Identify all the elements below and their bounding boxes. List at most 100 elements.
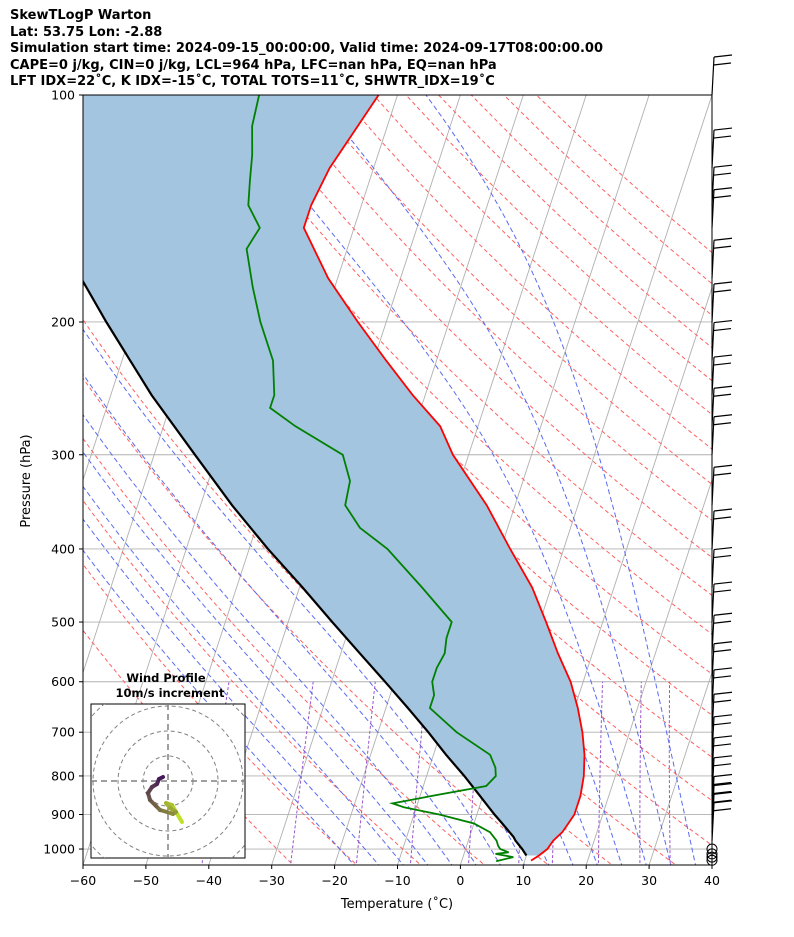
x-tick-label: −10 xyxy=(384,873,410,888)
wind-barb-flag xyxy=(713,581,733,585)
chart-title-block: SkewTLogP Warton Lat: 53.75 Lon: -2.88 S… xyxy=(10,8,603,91)
wind-barb-flag xyxy=(713,472,732,476)
moist-adiabat-line xyxy=(83,549,355,865)
wind-barb-flag xyxy=(713,735,733,739)
isotherm-gridline xyxy=(83,95,84,97)
wind-barb-flag xyxy=(713,414,733,418)
wind-barb-staff xyxy=(711,167,715,206)
wind-barb-flag xyxy=(713,354,733,358)
wind-barb-flag xyxy=(713,790,732,795)
wind-barb-flag xyxy=(713,362,732,366)
wind-barb-staff xyxy=(711,716,715,755)
wind-barb-flag xyxy=(713,393,732,397)
hodograph-trace xyxy=(146,775,184,824)
wind-barb-flag xyxy=(713,554,732,559)
wind-barb-flag xyxy=(713,195,732,199)
calm-wind-circle xyxy=(706,843,718,855)
y-tick-label: 100 xyxy=(51,88,75,103)
wind-barb-flag xyxy=(713,743,732,747)
moist-adiabat-line xyxy=(83,413,453,865)
x-axis-label: Temperature (˚C) xyxy=(340,896,453,912)
wind-barb-flag xyxy=(713,675,732,679)
wind-barb-flag xyxy=(713,54,733,58)
y-tick-label: 1000 xyxy=(43,842,75,857)
y-tick-label: 500 xyxy=(51,615,75,630)
mixing-ratio-line xyxy=(597,681,604,865)
wind-barb-flag xyxy=(713,691,733,695)
wind-barb-staff xyxy=(711,189,715,228)
dry-adiabat-line xyxy=(83,563,358,865)
y-tick-label: 200 xyxy=(51,314,75,329)
mixing-ratio-line xyxy=(639,681,642,865)
isotherm-gridline xyxy=(585,478,712,865)
wind-barb-staff xyxy=(711,357,715,396)
dry-adiabat-line xyxy=(83,206,712,846)
dry-adiabat-line xyxy=(373,95,712,416)
title-stability-indices: LFT IDX=22˚C, K IDX=-15˚C, TOTAL TOTS=11… xyxy=(10,74,495,90)
wind-barb-flag xyxy=(713,172,732,176)
wind-barb-staff xyxy=(711,549,715,588)
x-tick-label: 0 xyxy=(456,873,464,888)
wind-barb-flag xyxy=(713,281,733,285)
wind-barb-staff xyxy=(711,467,715,506)
cin-shaded-area xyxy=(83,95,585,856)
wind-barb-flag xyxy=(713,319,733,324)
moist-adiabat-line xyxy=(83,328,501,865)
calm-wind-circle xyxy=(706,854,718,866)
wind-barb-staff xyxy=(711,388,715,427)
isotherm-gridline xyxy=(0,95,20,865)
wind-barb-staff xyxy=(711,694,715,733)
wind-barb-staff xyxy=(711,615,715,654)
wind-barb-staff xyxy=(711,416,715,455)
wind-barb-staff xyxy=(711,669,715,708)
hodograph-title: Wind Profile xyxy=(126,671,206,685)
hodograph-inset: Wind Profile 10m/s increment xyxy=(90,671,246,859)
hodograph-subtitle: 10m/s increment xyxy=(116,686,225,700)
wind-barb-flag xyxy=(713,135,732,139)
wind-barb-flag xyxy=(713,385,733,389)
y-tick-label: 800 xyxy=(51,768,75,783)
wind-barb-staff xyxy=(711,776,715,815)
hodograph-segment xyxy=(157,775,165,781)
dry-adiabat-line xyxy=(83,437,486,865)
x-tick-label: 20 xyxy=(578,873,594,888)
x-tick-label: −60 xyxy=(70,873,96,888)
moist-adiabat-line xyxy=(315,95,672,865)
wind-barb-flag xyxy=(713,667,733,671)
moist-adiabat-line xyxy=(425,95,697,865)
calm-wind-circle xyxy=(706,848,718,860)
moist-adiabat-line xyxy=(224,95,647,865)
dry-adiabat-line xyxy=(83,499,422,865)
y-tick-label: 300 xyxy=(51,447,75,462)
mixing-ratio-line xyxy=(355,681,376,865)
wind-barb-flag xyxy=(713,699,732,703)
moist-adiabat-line xyxy=(83,518,380,865)
wind-barb-staff xyxy=(711,322,715,361)
wind-barb-staff xyxy=(711,510,715,549)
wind-barb-flag xyxy=(713,508,733,512)
wind-barb-flag xyxy=(713,422,732,426)
hodograph-ring xyxy=(117,730,219,832)
wind-barb-flag xyxy=(713,649,732,653)
wind-barb-flag xyxy=(713,612,733,616)
wind-barb-flag xyxy=(713,808,732,812)
wind-barb-flag xyxy=(713,641,733,645)
dry-adiabat-line xyxy=(83,629,294,865)
wind-barb-staff xyxy=(711,283,715,323)
wind-barb-staff xyxy=(711,737,715,776)
wind-barb-flag xyxy=(713,289,732,293)
title-station: SkewTLogP Warton xyxy=(10,8,152,23)
y-axis-label: Pressure (hPa) xyxy=(19,434,34,527)
title-location: Lat: 53.75 Lon: -2.88 xyxy=(10,24,163,40)
wind-barb-staff xyxy=(711,56,715,96)
wind-barb-staff xyxy=(711,643,715,682)
calm-wind-circle xyxy=(706,851,718,863)
wind-barb-flag xyxy=(713,164,733,168)
y-tick-label: 400 xyxy=(51,541,75,556)
title-cape-indices: CAPE=0 j/kg, CIN=0 j/kg, LCL=964 hPa, LF… xyxy=(10,57,497,73)
wind-barb-flag xyxy=(713,782,733,787)
wind-barb-flag xyxy=(713,799,732,803)
wind-barb-staff xyxy=(711,240,715,279)
